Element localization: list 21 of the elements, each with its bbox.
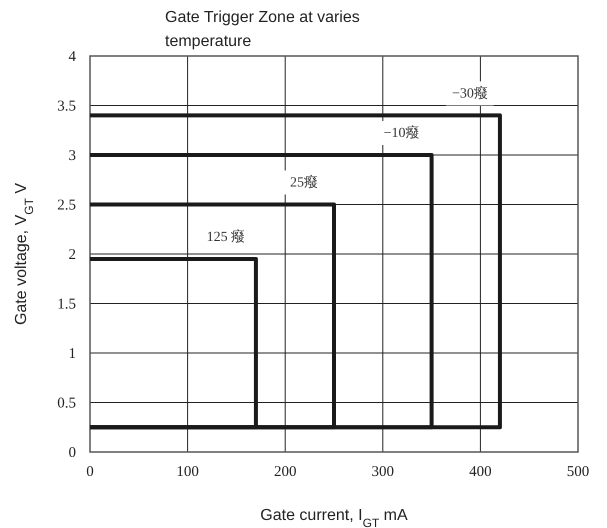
y-tick-label: 0 (68, 445, 76, 461)
series-label: 125 癈 (206, 228, 246, 245)
y-tick-label: 1 (68, 346, 76, 362)
x-tick-label: 300 (372, 464, 394, 480)
y-tick-label: 3.5 (57, 98, 76, 114)
x-tick-label: 0 (86, 464, 94, 480)
y-tick-label: 0.5 (57, 396, 76, 412)
series-label: −30癈 (452, 85, 488, 102)
x-tick-label: 500 (566, 464, 590, 480)
x-tick-label: 100 (176, 464, 199, 480)
x-axis-title: Gate current, I$_{GT}$ mA (260, 507, 408, 528)
y-tick-label: 1.5 (57, 296, 76, 312)
series-label: 25癈 (290, 174, 318, 190)
y-tick-label: 4 (68, 49, 76, 65)
x-tick-label: 200 (274, 464, 296, 480)
y-tick-label: 2 (68, 247, 76, 263)
x-tick-label: 400 (469, 464, 492, 480)
y-tick-label: 3 (68, 148, 76, 164)
chart-title: Gate Trigger Zone at varies temperature (165, 9, 360, 50)
series-label: −10癈 (384, 125, 420, 141)
y-tick-label: 2.5 (57, 198, 76, 214)
